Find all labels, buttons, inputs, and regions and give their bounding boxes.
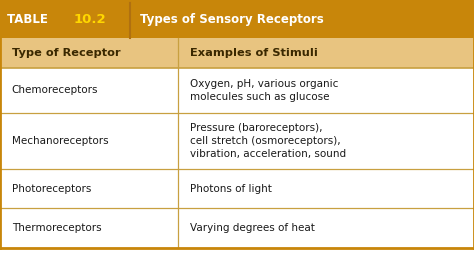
Text: TABLE: TABLE xyxy=(7,13,52,25)
Text: Examples of Stimuli: Examples of Stimuli xyxy=(190,48,318,58)
Text: Varying degrees of heat: Varying degrees of heat xyxy=(190,223,314,233)
Text: Thermoreceptors: Thermoreceptors xyxy=(12,223,101,233)
Text: 10.2: 10.2 xyxy=(73,13,106,25)
Text: Mechanoreceptors: Mechanoreceptors xyxy=(12,136,109,146)
Bar xyxy=(0,169,474,208)
Text: Photons of light: Photons of light xyxy=(190,183,272,194)
Text: Type of Receptor: Type of Receptor xyxy=(12,48,120,58)
Bar xyxy=(0,113,474,169)
Text: Chemoreceptors: Chemoreceptors xyxy=(12,86,98,95)
Bar xyxy=(0,68,474,113)
Bar xyxy=(0,208,474,248)
Text: Photoreceptors: Photoreceptors xyxy=(12,183,91,194)
Bar xyxy=(0,0,474,38)
Text: Pressure (baroreceptors),
cell stretch (osmoreceptors),
vibration, acceleration,: Pressure (baroreceptors), cell stretch (… xyxy=(190,123,346,159)
Bar xyxy=(0,38,474,68)
Text: Oxygen, pH, various organic
molecules such as glucose: Oxygen, pH, various organic molecules su… xyxy=(190,79,338,102)
Text: Types of Sensory Receptors: Types of Sensory Receptors xyxy=(140,13,324,25)
